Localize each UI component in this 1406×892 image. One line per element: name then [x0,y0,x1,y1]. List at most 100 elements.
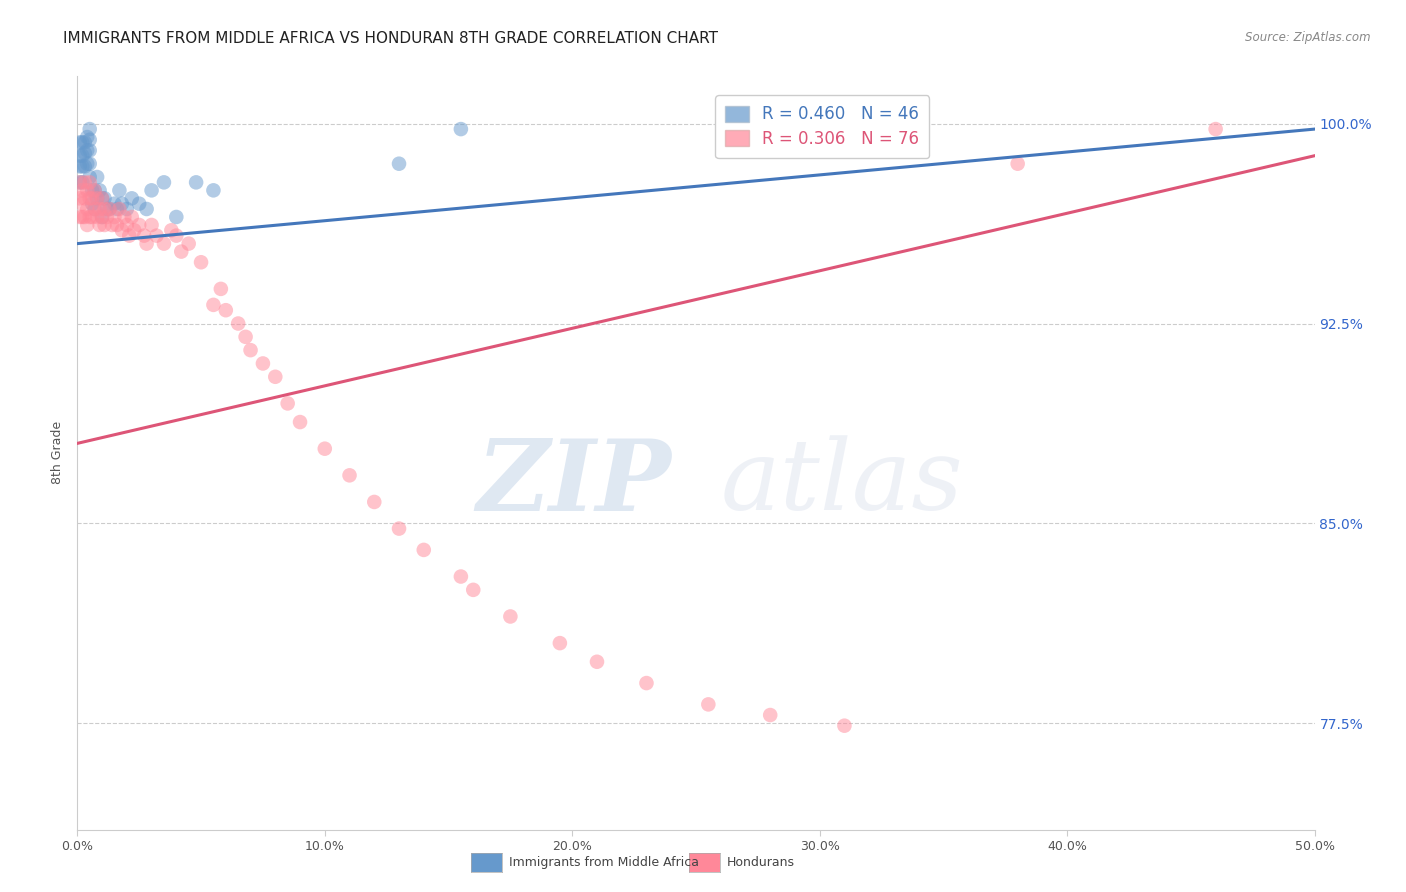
Point [76,218,98,232]
Point [697,698,720,712]
Point [226,317,249,331]
Point [160,223,183,237]
Point [450,569,472,583]
Point [184,175,207,189]
Point [463,582,485,597]
Text: atlas: atlas [721,435,963,531]
Point [288,415,311,429]
Point [202,183,225,197]
Point [91,191,114,205]
Text: Immigrants from Middle Africa: Immigrants from Middle Africa [509,856,699,869]
Point [82,183,104,197]
Legend: R = 0.460   N = 46, R = 0.306   N = 76: R = 0.460 N = 46, R = 0.306 N = 76 [716,95,929,158]
Point [153,236,176,251]
Point [363,495,385,509]
Point [98,202,121,216]
Point [1007,157,1029,171]
Point [111,196,134,211]
Point [115,202,138,216]
Point [121,191,143,205]
Text: Hondurans: Hondurans [727,856,794,869]
Point [89,202,111,216]
Point [93,202,115,216]
Point [73,160,96,174]
Point [103,210,125,224]
Point [79,122,101,136]
Point [86,191,108,205]
Point [202,298,225,312]
Point [103,196,125,211]
Point [72,210,94,224]
Point [112,210,135,224]
Point [165,228,187,243]
Point [122,223,145,237]
Point [73,136,96,150]
Point [215,303,238,318]
Point [128,196,150,211]
Point [98,202,121,216]
Point [759,708,782,723]
Point [239,343,262,358]
Point [69,175,91,189]
Point [1205,122,1227,136]
Point [105,218,128,232]
Point [145,228,167,243]
Point [79,191,101,205]
Point [252,356,274,370]
Point [101,218,124,232]
Point [79,175,101,189]
Point [128,218,150,232]
Point [91,210,114,224]
Point [72,196,94,211]
Point [93,191,115,205]
Point [76,202,98,216]
Point [72,136,94,150]
Point [79,133,101,147]
Point [79,144,101,158]
Point [76,183,98,197]
Point [548,636,571,650]
Point [86,191,108,205]
Point [115,218,138,232]
Point [73,146,96,161]
Point [108,183,131,197]
Point [69,136,91,150]
Point [83,202,105,216]
Point [69,191,91,205]
Point [190,255,212,269]
Point [96,202,118,216]
Point [118,228,141,243]
Point [89,218,111,232]
Point [72,149,94,163]
Point [86,210,108,224]
Point [76,144,98,158]
Point [165,210,187,224]
Point [82,196,104,211]
Point [89,183,111,197]
Point [76,130,98,145]
Point [134,228,156,243]
Point [82,191,104,205]
Point [72,160,94,174]
Point [69,210,91,224]
Text: Source: ZipAtlas.com: Source: ZipAtlas.com [1246,31,1371,45]
Point [108,202,131,216]
Y-axis label: 8th Grade: 8th Grade [51,421,65,484]
Point [69,160,91,174]
Point [499,609,522,624]
Point [412,542,434,557]
Point [82,210,104,224]
Point [83,183,105,197]
Point [86,169,108,184]
Point [264,369,287,384]
Point [73,210,96,224]
Point [111,223,134,237]
Point [91,210,114,224]
Point [135,202,157,216]
Point [72,183,94,197]
Point [339,468,361,483]
Point [141,183,163,197]
Point [834,719,856,733]
Point [177,236,200,251]
Point [121,210,143,224]
